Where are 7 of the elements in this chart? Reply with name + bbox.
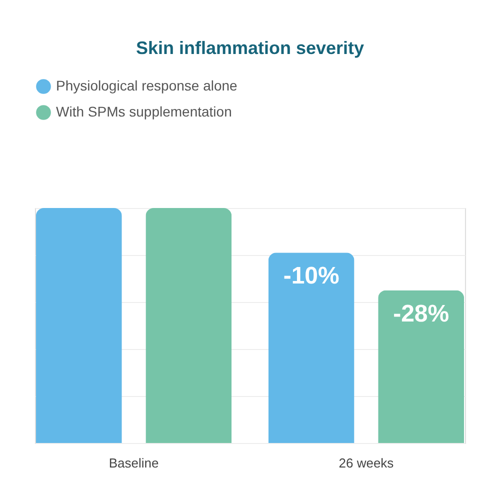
- annotation: -28%: [393, 300, 450, 328]
- chart-title: Skin inflammation severity: [136, 38, 364, 58]
- x-tick-label: 26 weeks: [338, 456, 394, 470]
- x-tick-label: Baseline: [108, 456, 159, 470]
- legend-label: Physiological response alone: [56, 78, 238, 94]
- legend-label: With SPMs supplementation: [56, 104, 232, 120]
- annotation: -10%: [283, 262, 340, 290]
